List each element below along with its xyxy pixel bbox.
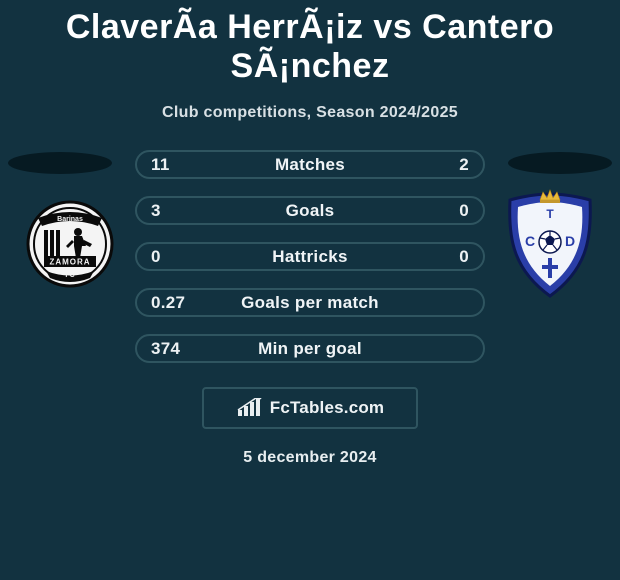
comparison-panel: Barinas ZAMORA FC — [0, 150, 620, 467]
stats-list: 11 Matches 2 3 Goals 0 0 Hattricks 0 0.2… — [135, 150, 485, 363]
stat-left-value: 374 — [151, 339, 191, 359]
svg-text:C: C — [525, 233, 535, 249]
page-title: ClaverÃ­a HerrÃ¡iz vs Cantero SÃ¡nchez — [0, 0, 620, 86]
bar-chart-icon — [236, 398, 264, 418]
club-crest-left: Barinas ZAMORA FC — [20, 202, 120, 286]
svg-text:Barinas: Barinas — [57, 216, 83, 223]
stat-label: Goals per match — [191, 293, 429, 313]
cd-tenerife-crest-icon: T C D — [500, 188, 600, 300]
brand-text: FcTables.com — [270, 398, 385, 418]
stat-right-value: 0 — [429, 201, 469, 221]
page-date: 5 december 2024 — [0, 449, 620, 467]
shadow-left — [8, 152, 112, 174]
svg-text:D: D — [565, 233, 575, 249]
stat-right-value: 2 — [429, 155, 469, 175]
stat-left-value: 11 — [151, 155, 191, 175]
stat-row-goals-per-match: 0.27 Goals per match — [135, 288, 485, 317]
brand-box: FcTables.com — [202, 387, 418, 429]
stat-label: Hattricks — [191, 247, 429, 267]
stat-row-goals: 3 Goals 0 — [135, 196, 485, 225]
stat-label: Matches — [191, 155, 429, 175]
page-subtitle: Club competitions, Season 2024/2025 — [0, 104, 620, 122]
zamora-fc-crest-icon: Barinas ZAMORA FC — [20, 194, 120, 294]
stat-row-hattricks: 0 Hattricks 0 — [135, 242, 485, 271]
stat-left-value: 3 — [151, 201, 191, 221]
stat-left-value: 0.27 — [151, 293, 191, 313]
club-crest-right: T C D — [500, 202, 600, 286]
stat-row-min-per-goal: 374 Min per goal — [135, 334, 485, 363]
stat-label: Min per goal — [191, 339, 429, 359]
stat-right-value: 0 — [429, 247, 469, 267]
svg-text:ZAMORA: ZAMORA — [49, 258, 90, 267]
stat-row-matches: 11 Matches 2 — [135, 150, 485, 179]
svg-text:FC: FC — [65, 272, 74, 279]
stat-label: Goals — [191, 201, 429, 221]
svg-text:T: T — [546, 207, 554, 221]
stat-left-value: 0 — [151, 247, 191, 267]
shadow-right — [508, 152, 612, 174]
